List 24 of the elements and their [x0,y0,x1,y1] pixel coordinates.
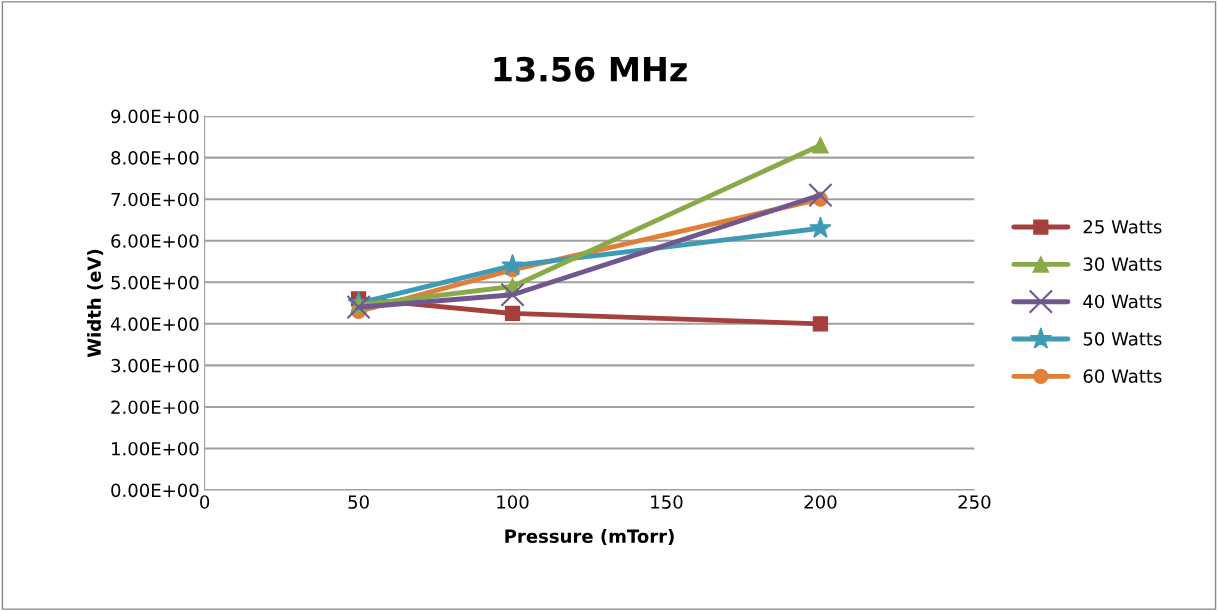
x-tick-label: 0 [200,495,210,509]
legend-label: 25 Watts [1083,219,1162,234]
y-tick-label: 5.00E+00 [111,275,199,290]
legend-label: 30 Watts [1083,257,1162,271]
y-tick-label: 6.00E+00 [111,234,199,248]
y-tick-label: 3.00E+00 [111,358,199,373]
x-tick-label: 50 [348,495,369,509]
chart-title: 13.56 MHz [494,56,687,82]
y-tick-label: 2.00E+00 [111,400,199,415]
legend-label: 60 Watts [1083,369,1162,383]
y-tick-label: 4.00E+00 [110,317,199,331]
x-tick-label: 100 [497,495,529,509]
y-axis-title: Width (eV) [87,249,104,358]
x-tick-label: 150 [651,495,683,509]
legend-label: 40 Watts [1083,294,1162,309]
y-tick-label: 7.00E+00 [111,192,199,207]
y-tick-label: 9.00E+00 [111,109,199,124]
y-tick-label: 1.00E+00 [112,441,199,456]
x-tick-label: 200 [804,495,837,509]
x-tick-label: 250 [958,495,991,509]
y-tick-label: 0.00E+00 [111,483,199,498]
y-tick-label: 8.00E+00 [111,151,199,165]
x-axis-title: Pressure (mTorr) [505,529,674,546]
legend-label: 50 Watts [1083,331,1162,346]
